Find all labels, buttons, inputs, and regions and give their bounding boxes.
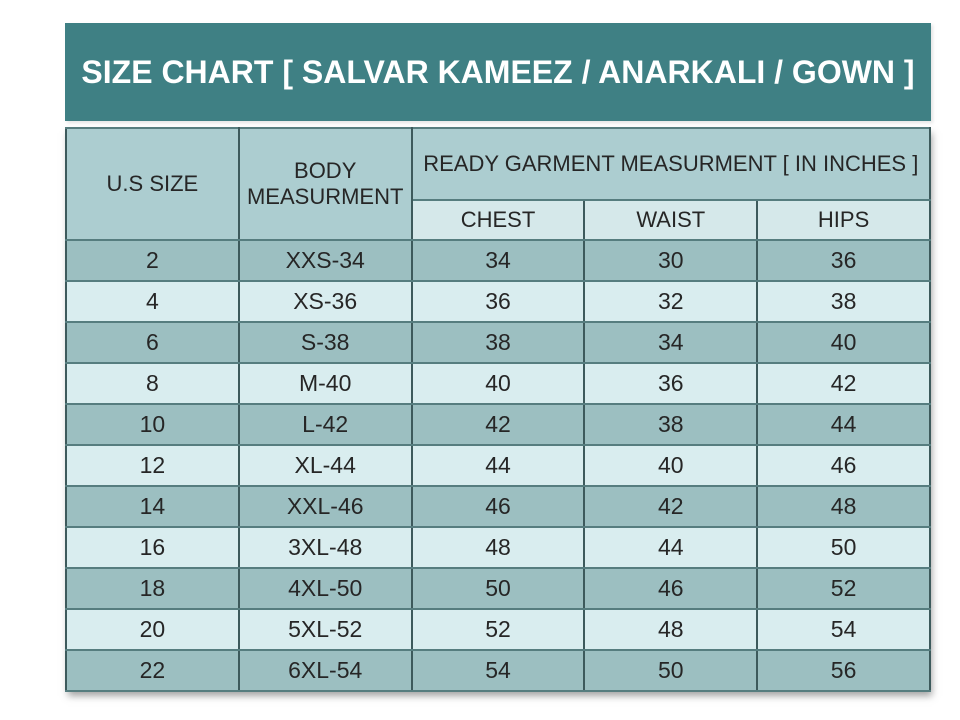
cell-body-measurement: XXL-46: [237, 485, 413, 528]
cell-body-measurement: 4XL-50: [237, 567, 413, 610]
cell-hips: 56: [756, 649, 931, 692]
cell-body-measurement: 3XL-48: [237, 526, 413, 569]
table-row: 4 XS-36 36 32 38: [65, 280, 931, 323]
cell-body-measurement: XS-36: [237, 280, 413, 323]
cell-us-size: 14: [65, 485, 240, 528]
cell-body-measurement: XXS-34: [237, 239, 413, 282]
cell-waist: 38: [583, 403, 759, 446]
cell-us-size: 6: [65, 321, 240, 364]
cell-waist: 36: [583, 362, 759, 405]
table-row: 10 L-42 42 38 44: [65, 403, 931, 446]
page-title: SIZE CHART [ SALVAR KAMEEZ / ANARKALI / …: [81, 53, 915, 90]
cell-chest: 50: [410, 567, 586, 610]
cell-body-measurement: S-38: [237, 321, 413, 364]
cell-waist: 48: [583, 608, 759, 651]
cell-hips: 36: [756, 239, 931, 282]
cell-us-size: 22: [65, 649, 240, 692]
table-row: 22 6XL-54 54 50 56: [65, 649, 931, 692]
cell-waist: 44: [583, 526, 759, 569]
header-us-size: U.S SIZE: [65, 127, 240, 241]
cell-body-measurement: 5XL-52: [237, 608, 413, 651]
header-row-main: U.S SIZE BODY MEASURMENT READY GARMENT M…: [65, 127, 932, 241]
cell-body-measurement: M-40: [237, 362, 413, 405]
header-row-sub: CHEST WAIST HIPS: [66, 199, 931, 241]
cell-body-measurement: L-42: [237, 403, 413, 446]
table-row: 8 M-40 40 36 42: [65, 362, 931, 405]
header-waist: WAIST: [583, 199, 759, 241]
size-chart-table: U.S SIZE BODY MEASURMENT READY GARMENT M…: [65, 127, 932, 692]
header-body-measurement: BODY MEASURMENT: [237, 127, 413, 241]
cell-us-size: 16: [65, 526, 240, 569]
cell-waist: 40: [583, 444, 759, 487]
cell-waist: 42: [583, 485, 759, 528]
cell-hips: 48: [756, 485, 931, 528]
cell-chest: 54: [410, 649, 586, 692]
cell-hips: 38: [756, 280, 931, 323]
table-row: 12 XL-44 44 40 46: [65, 444, 931, 487]
cell-waist: 30: [583, 239, 759, 282]
cell-us-size: 12: [65, 444, 240, 487]
cell-chest: 44: [410, 444, 586, 487]
size-table-header: U.S SIZE BODY MEASURMENT READY GARMENT M…: [65, 127, 932, 241]
table-row: 2 XXS-34 34 30 36: [65, 239, 931, 282]
table-row: 18 4XL-50 50 46 52: [65, 567, 931, 610]
title-banner: SIZE CHART [ SALVAR KAMEEZ / ANARKALI / …: [65, 23, 931, 121]
cell-hips: 46: [756, 444, 931, 487]
cell-hips: 52: [756, 567, 931, 610]
header-chest: CHEST: [410, 199, 586, 241]
cell-us-size: 8: [65, 362, 240, 405]
table-row: 20 5XL-52 52 48 54: [65, 608, 931, 651]
cell-us-size: 2: [65, 239, 240, 282]
cell-waist: 46: [583, 567, 759, 610]
cell-waist: 50: [583, 649, 759, 692]
header-hips: HIPS: [756, 199, 931, 241]
cell-chest: 38: [410, 321, 586, 364]
cell-us-size: 18: [65, 567, 240, 610]
cell-us-size: 20: [65, 608, 240, 651]
table-row: 14 XXL-46 46 42 48: [65, 485, 931, 528]
cell-chest: 34: [410, 239, 586, 282]
size-chart-sheet: SIZE CHART [ SALVAR KAMEEZ / ANARKALI / …: [65, 23, 932, 692]
cell-hips: 42: [756, 362, 931, 405]
cell-waist: 32: [583, 280, 759, 323]
cell-hips: 54: [756, 608, 931, 651]
table-row: 6 S-38 38 34 40: [65, 321, 931, 364]
cell-chest: 52: [410, 608, 586, 651]
cell-hips: 44: [756, 403, 931, 446]
cell-us-size: 4: [65, 280, 240, 323]
cell-chest: 48: [410, 526, 586, 569]
size-table-body: 2 XXS-34 34 30 36 4 XS-36 36 32 38 6 S-38 38 34 40 8 M-4…: [65, 239, 931, 692]
size-table-container: U.S SIZE BODY MEASURMENT READY GARMENT M…: [65, 127, 932, 692]
cell-hips: 40: [756, 321, 931, 364]
cell-chest: 40: [410, 362, 586, 405]
cell-chest: 42: [410, 403, 586, 446]
header-ready-garment: READY GARMENT MEASURMENT [ IN INCHES ]: [410, 127, 932, 201]
cell-body-measurement: XL-44: [237, 444, 413, 487]
cell-hips: 50: [756, 526, 931, 569]
cell-body-measurement: 6XL-54: [237, 649, 413, 692]
table-row: 16 3XL-48 48 44 50: [65, 526, 931, 569]
cell-us-size: 10: [65, 403, 240, 446]
cell-chest: 46: [410, 485, 586, 528]
cell-chest: 36: [410, 280, 586, 323]
cell-waist: 34: [583, 321, 759, 364]
